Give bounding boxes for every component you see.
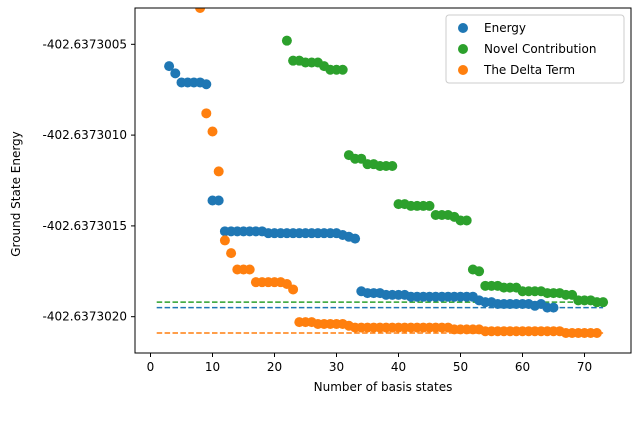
x-axis-ticks: 0 10 20 30 40 50 60 70 [147, 353, 592, 374]
y-axis-ticks: -402.6373005 -402.6373010 -402.6373015 -402… [43, 37, 135, 324]
y-tick-label: -402.6373005 [43, 37, 128, 51]
legend: Energy Novel Contribution The Delta Term [445, 14, 625, 84]
data-point [387, 160, 398, 171]
data-point [598, 297, 609, 308]
x-tick-label: 70 [577, 360, 592, 374]
data-point [288, 284, 299, 295]
data-point [337, 64, 348, 75]
data-point [219, 235, 230, 246]
legend-label: Novel Contribution [484, 42, 596, 56]
data-point [591, 328, 602, 339]
data-point [195, 8, 206, 13]
y-tick-label: -402.6373015 [43, 219, 128, 233]
legend-label: The Delta Term [483, 63, 575, 77]
axes-frame [134, 7, 632, 354]
data-point [201, 79, 212, 90]
legend-label: Energy [484, 21, 526, 35]
x-tick-label: 0 [147, 360, 155, 374]
data-point [213, 195, 224, 206]
x-tick-label: 60 [515, 360, 530, 374]
series-0 [164, 61, 559, 313]
data-point [281, 35, 292, 46]
y-tick-label: -402.6373010 [43, 128, 128, 142]
data-point [244, 264, 255, 275]
legend-marker [458, 23, 468, 33]
data-point [213, 166, 224, 177]
y-axis-label: Ground State Energy [9, 131, 23, 257]
axes [134, 7, 632, 354]
data-point [207, 126, 218, 137]
legend-box [445, 14, 625, 84]
data-point [350, 233, 361, 244]
series-2 [195, 8, 602, 339]
data-point [170, 68, 181, 79]
x-tick-label: 20 [267, 360, 282, 374]
data-point [474, 266, 485, 277]
data-points [164, 8, 609, 339]
data-point [461, 215, 472, 226]
legend-marker [458, 44, 468, 54]
data-point [548, 302, 559, 313]
x-tick-label: 40 [391, 360, 406, 374]
data-point [226, 248, 237, 259]
y-tick-label: -402.6373020 [43, 310, 128, 324]
data-point [164, 61, 175, 72]
x-tick-label: 30 [329, 360, 344, 374]
data-point [424, 200, 435, 211]
x-tick-label: 10 [205, 360, 220, 374]
x-axis-label: Number of basis states [314, 380, 453, 394]
data-point [201, 108, 212, 119]
series-1 [281, 35, 609, 308]
x-tick-label: 50 [453, 360, 468, 374]
legend-marker [458, 65, 468, 75]
